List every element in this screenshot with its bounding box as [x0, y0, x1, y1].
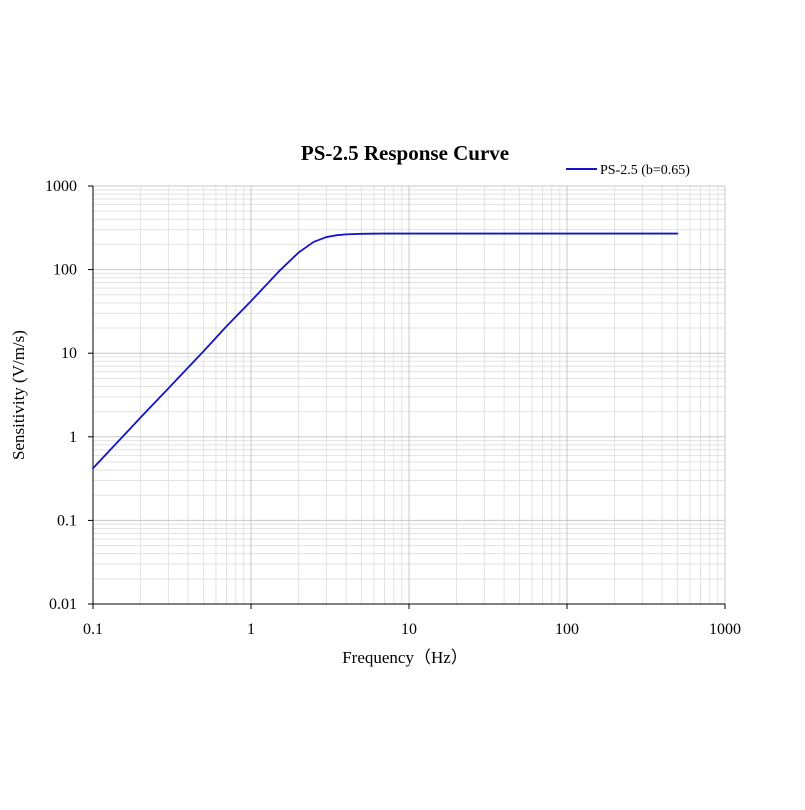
series-line-0 [92, 232, 679, 470]
legend-label: PS-2.5 (b=0.65) [600, 163, 690, 178]
x-tick-label: 0.1 [83, 621, 103, 638]
x-tick-label: 1 [247, 621, 255, 638]
x-tick-label: 100 [555, 621, 579, 638]
y-tick-label: 10 [61, 345, 77, 362]
x-tick-label: 10 [401, 621, 417, 638]
y-tick-label: 1 [69, 429, 77, 446]
axes [88, 185, 726, 609]
series-layer [92, 232, 679, 470]
y-tick-label: 1000 [45, 178, 77, 195]
y-axis-label: Sensitivity (V/m/s) [9, 330, 28, 460]
y-tick-label: 0.1 [57, 512, 77, 529]
y-tick-label: 100 [53, 262, 77, 279]
legend: PS-2.5 (b=0.65) [566, 163, 690, 178]
tick-labels: 0.1 1 10 100 1000 0.01 0.1 1 10 100 1000 [45, 178, 741, 638]
x-axis-label: Frequency（Hz） [342, 648, 468, 667]
grid [92, 185, 726, 605]
y-tick-label: 0.01 [49, 596, 77, 613]
x-tick-label: 1000 [709, 621, 741, 638]
chart-title: PS-2.5 Response Curve [301, 141, 509, 165]
